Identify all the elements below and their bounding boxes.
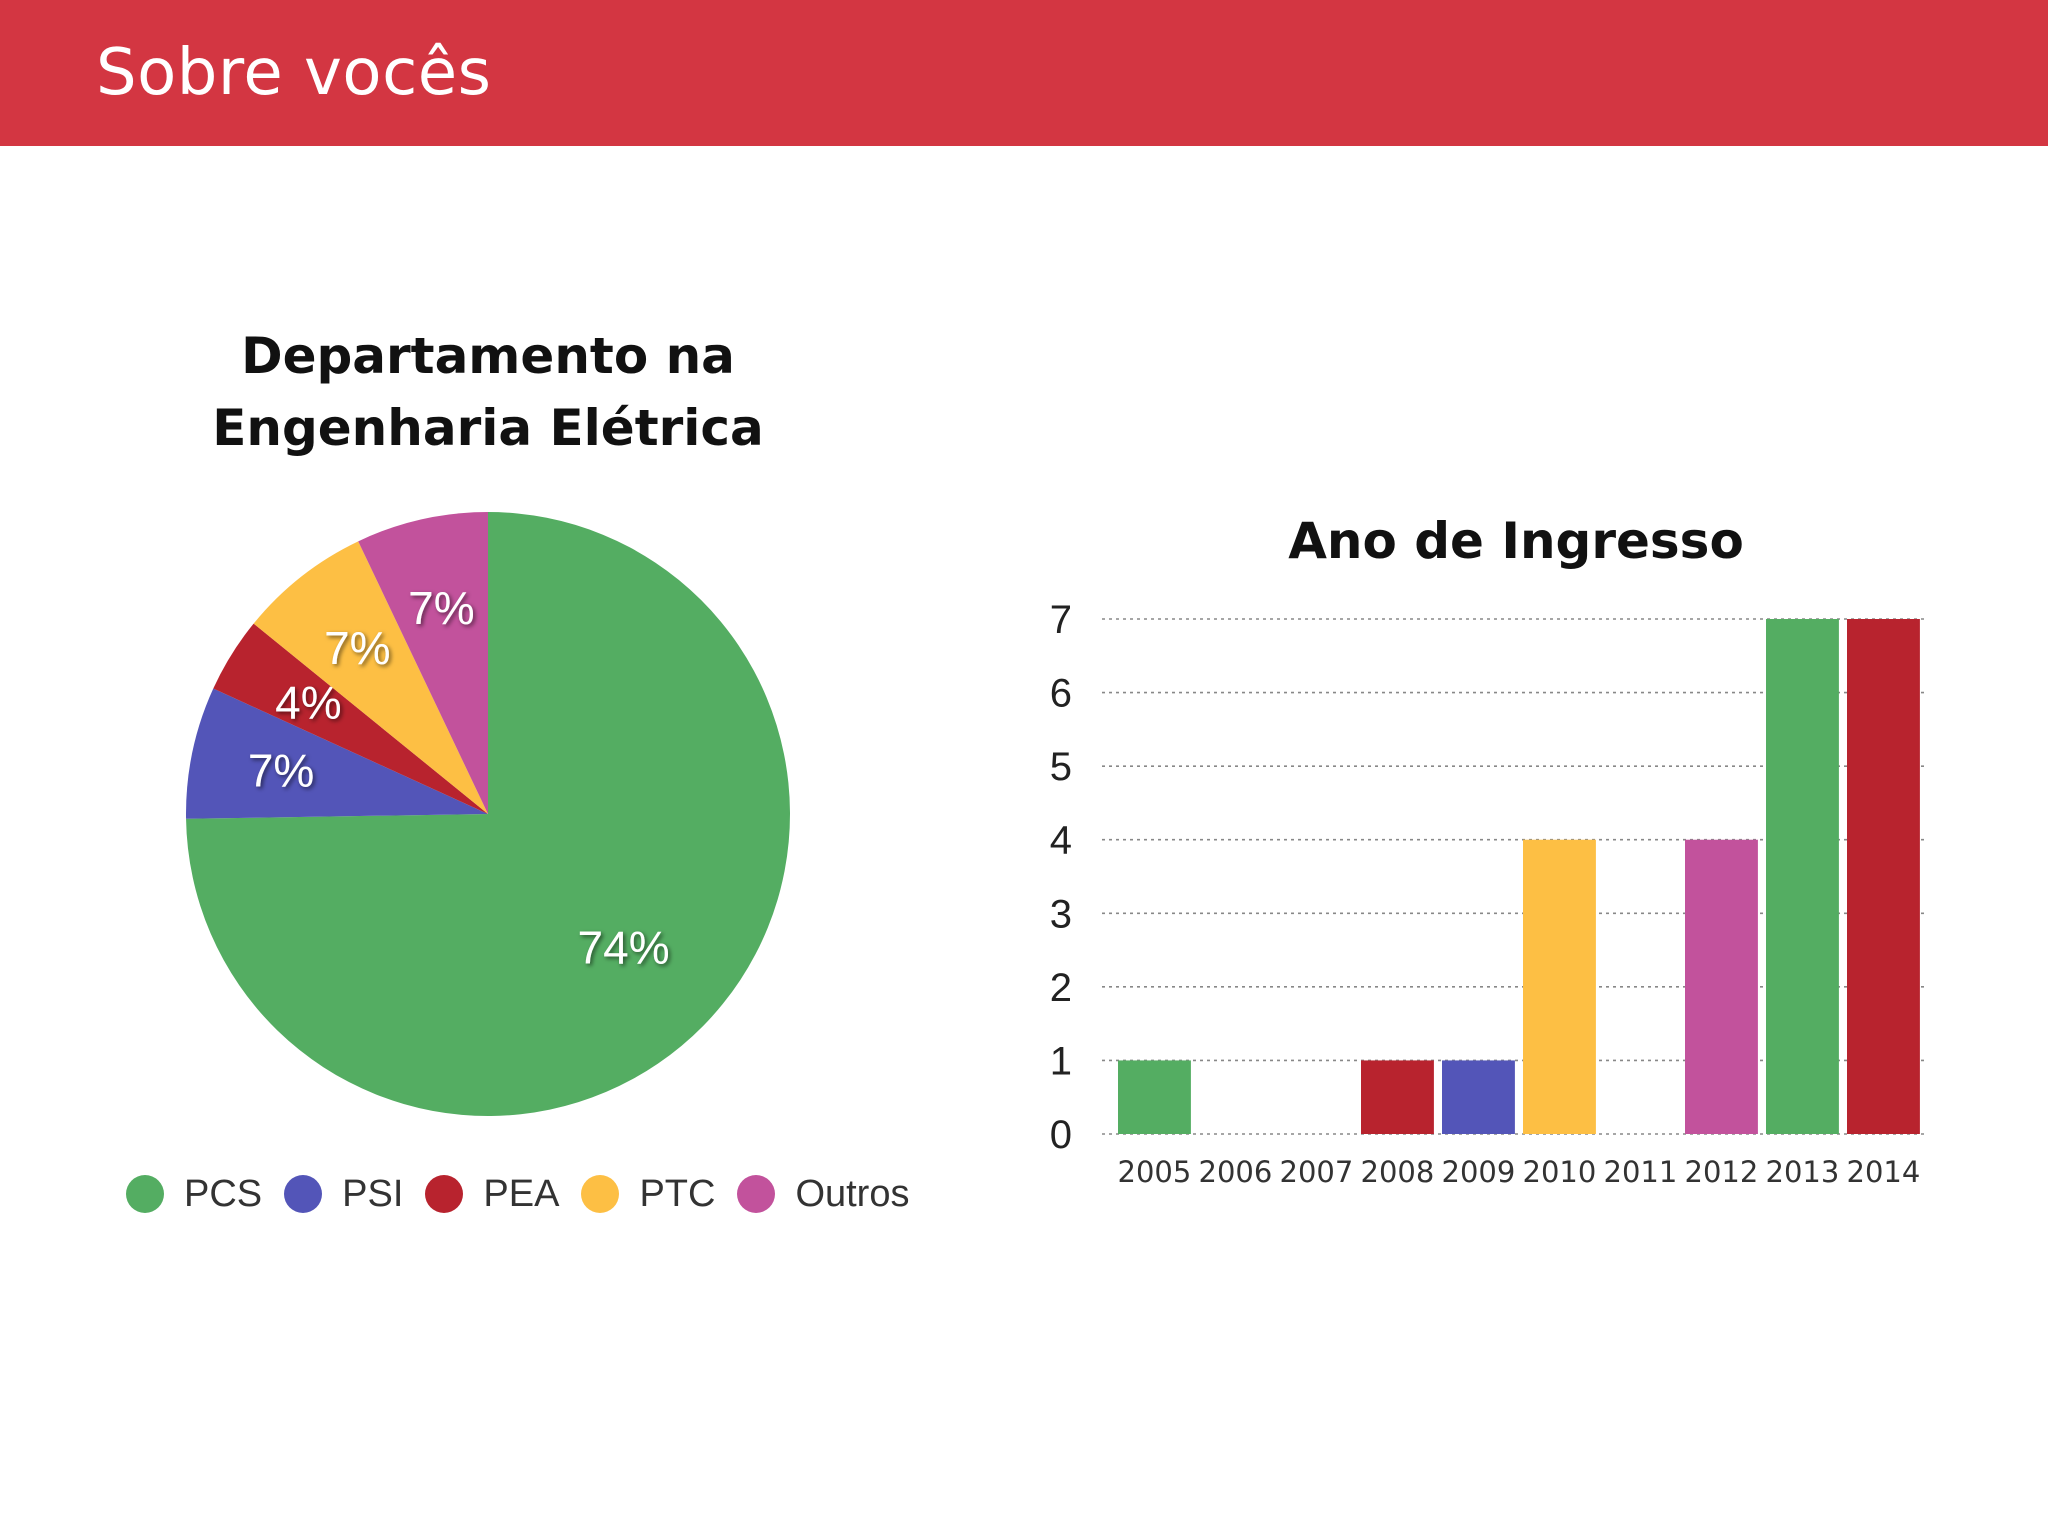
x-tick-label: 2005 <box>1118 1155 1192 1189</box>
bar-chart-title: Ano de Ingresso <box>1288 512 1744 570</box>
pie-slice-pcs <box>186 512 790 1116</box>
legend-label: PTC <box>639 1172 716 1215</box>
bar-2014 <box>1847 619 1920 1134</box>
bar-2013 <box>1766 619 1839 1134</box>
y-tick-label: 7 <box>1050 598 1072 642</box>
pie-legend: PCS PSI PEA PTC Outros <box>126 1168 931 1220</box>
y-tick-label: 1 <box>1050 1039 1072 1083</box>
y-tick-label: 4 <box>1050 819 1072 863</box>
legend-swatch <box>581 1175 620 1213</box>
legend-swatch <box>425 1175 464 1213</box>
legend-label: PEA <box>483 1172 560 1215</box>
pie-chart-title: Departamento na Engenharia Elétrica <box>188 320 788 464</box>
pie-chart: 74%7%4%7%7% <box>185 512 790 1116</box>
pie-label-pcs: 74% <box>578 921 670 973</box>
legend-item-outros: Outros <box>737 1173 909 1216</box>
bar-chart: 0 1 2 3 4 5 6 7 2005 2006 2007 2008 2009 2010 2011 2012… <box>1050 598 1928 1189</box>
x-tick-label: 2006 <box>1199 1155 1273 1189</box>
bar-2008 <box>1361 1060 1434 1134</box>
pie-label-outros: 7% <box>408 582 474 634</box>
pie-label-psi: 7% <box>248 745 314 797</box>
bar-2009 <box>1442 1060 1515 1134</box>
pie-slice-psi <box>185 688 488 819</box>
header-bar <box>0 0 2048 146</box>
y-tick-label: 5 <box>1050 745 1072 789</box>
legend-label: Outros <box>795 1172 910 1215</box>
x-tick-label: 2011 <box>1604 1155 1678 1189</box>
x-tick-label: 2007 <box>1280 1155 1354 1189</box>
x-tick-label: 2014 <box>1847 1155 1921 1189</box>
legend-item-psi: PSI <box>284 1173 403 1216</box>
x-tick-label: 2013 <box>1766 1155 1840 1189</box>
x-tick-label: 2009 <box>1442 1155 1516 1189</box>
x-tick-label: 2012 <box>1685 1155 1759 1189</box>
legend-label: PSI <box>342 1172 404 1215</box>
legend-item-ptc: PTC <box>581 1173 715 1216</box>
pie-title-line-1: Departamento na <box>241 327 735 385</box>
pie-title-line-2: Engenharia Elétrica <box>212 399 764 457</box>
legend-label: PCS <box>184 1172 263 1215</box>
x-tick-label: 2008 <box>1361 1155 1435 1189</box>
x-tick-label: 2010 <box>1523 1155 1597 1189</box>
pie-slice-outros <box>358 512 488 814</box>
bar-2012 <box>1685 839 1758 1134</box>
legend-swatch <box>284 1175 323 1213</box>
legend-item-pcs: PCS <box>126 1173 262 1216</box>
y-tick-label: 3 <box>1050 892 1072 936</box>
pie-slice-pea <box>213 623 488 814</box>
y-tick-label: 6 <box>1050 672 1072 716</box>
pie-label-ptc: 7% <box>324 622 390 674</box>
bar-2010 <box>1523 839 1596 1134</box>
pie-slice-ptc <box>253 541 488 814</box>
y-tick-label: 0 <box>1050 1113 1072 1157</box>
legend-swatch <box>737 1175 776 1213</box>
legend-swatch <box>126 1175 164 1213</box>
y-tick-label: 2 <box>1050 966 1072 1010</box>
bar-2005 <box>1118 1060 1191 1134</box>
slide-title: Sobre vocês <box>96 36 492 110</box>
legend-item-pea: PEA <box>425 1173 559 1216</box>
